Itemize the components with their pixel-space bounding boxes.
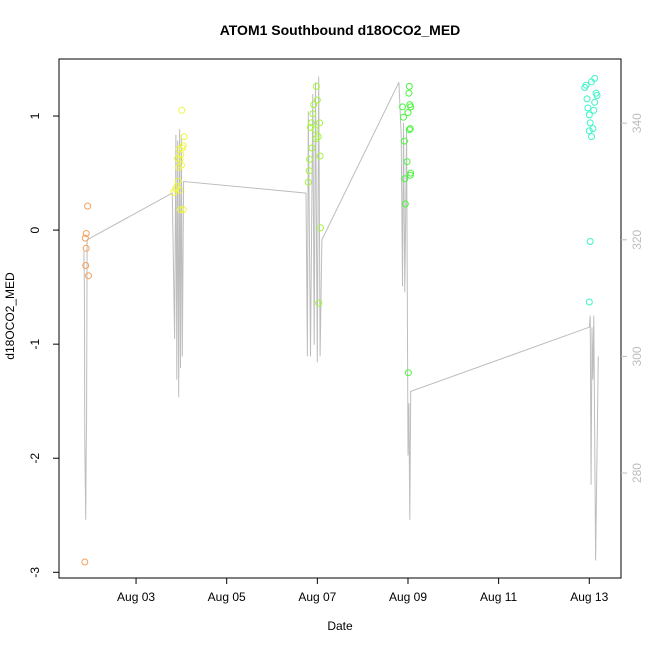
plot-frame (58, 58, 622, 579)
data-point (312, 82, 320, 90)
data-point (176, 186, 184, 194)
data-point (308, 144, 316, 152)
series-4 (581, 74, 601, 306)
series-3 (399, 82, 415, 377)
data-point (174, 154, 182, 162)
y2-tick-label: 300 (630, 346, 644, 366)
data-point (313, 96, 321, 104)
data-point (81, 234, 89, 242)
y-tick-label: -2 (28, 453, 42, 464)
x-axis: Aug 03 Aug 05 Aug 07 Aug 09 Aug 11 Aug 13 (117, 578, 609, 604)
data-point (177, 161, 185, 169)
data-point (82, 230, 90, 237)
data-point (404, 109, 412, 117)
series-0 (81, 202, 92, 566)
data-point (180, 133, 188, 141)
x-tick-label: Aug 05 (208, 590, 246, 604)
y2-tick-label: 320 (630, 229, 644, 249)
data-point (310, 101, 318, 109)
data-point (174, 177, 182, 185)
data-point (85, 272, 92, 280)
data-point (170, 189, 178, 196)
data-point (178, 106, 186, 114)
y-tick-label: -1 (28, 339, 42, 350)
data-point (307, 119, 315, 127)
y2-tick-label: 280 (630, 463, 644, 483)
data-point (304, 178, 312, 186)
y-axis-label: d18OCO2_MED (3, 272, 17, 360)
data-point (84, 202, 92, 210)
data-point (306, 155, 314, 163)
data-point (405, 89, 413, 97)
data-point (585, 127, 593, 135)
data-point (400, 113, 407, 121)
y-tick-label: 0 (28, 226, 42, 233)
data-point (400, 137, 408, 145)
data-point (305, 167, 313, 175)
data-point (315, 299, 323, 307)
data-point (591, 98, 599, 106)
data-point (82, 262, 90, 269)
data-point (585, 298, 593, 306)
data-point (316, 119, 324, 127)
data-point (312, 135, 320, 143)
data-point (585, 111, 593, 119)
data-point (407, 103, 415, 111)
series-1 (170, 106, 188, 214)
data-point (586, 119, 594, 127)
x-tick-label: Aug 03 (117, 590, 155, 604)
y-tick-label: 1 (28, 112, 42, 119)
data-point (588, 78, 595, 86)
x-tick-label: Aug 13 (570, 590, 608, 604)
data-point (406, 125, 414, 133)
x-tick-label: Aug 09 (389, 590, 427, 604)
data-point (82, 244, 90, 252)
background-trace-layer (83, 76, 599, 561)
data-point (588, 133, 595, 141)
data-point (317, 224, 324, 232)
x-axis-label: Date (327, 619, 353, 633)
y-axis: 1 0 -1 -2 -3 (28, 112, 59, 578)
data-point (309, 110, 317, 118)
data-point (179, 206, 187, 214)
data-point (314, 133, 322, 141)
data-point (406, 171, 414, 179)
x-tick-label: Aug 07 (298, 590, 336, 604)
chart-title: ATOM1 Southbound d18OCO2_MED (220, 22, 461, 38)
data-point (316, 152, 324, 160)
data-point (177, 206, 184, 214)
data-point (582, 81, 590, 89)
series-2 (304, 82, 324, 307)
y2-tick-label: 340 (630, 113, 644, 133)
data-point (584, 104, 592, 112)
data-point (590, 106, 598, 114)
data-point (583, 95, 591, 103)
x-tick-label: Aug 11 (480, 590, 517, 604)
data-point (311, 126, 319, 134)
background-trace-line (83, 76, 599, 561)
data-point (175, 145, 183, 153)
data-point (586, 238, 594, 245)
data-points-layer (81, 74, 601, 566)
data-point (404, 369, 412, 377)
data-point (405, 82, 413, 90)
data-point (401, 175, 409, 183)
data-point (399, 103, 406, 111)
y-tick-label: -3 (28, 567, 42, 578)
data-point (179, 142, 187, 150)
data-point (405, 126, 413, 134)
y2-axis-right: 340 320 300 280 (621, 113, 644, 483)
data-point (81, 558, 89, 566)
data-point (403, 158, 411, 166)
data-point (589, 125, 597, 133)
data-point (401, 200, 409, 208)
data-point (593, 92, 601, 99)
